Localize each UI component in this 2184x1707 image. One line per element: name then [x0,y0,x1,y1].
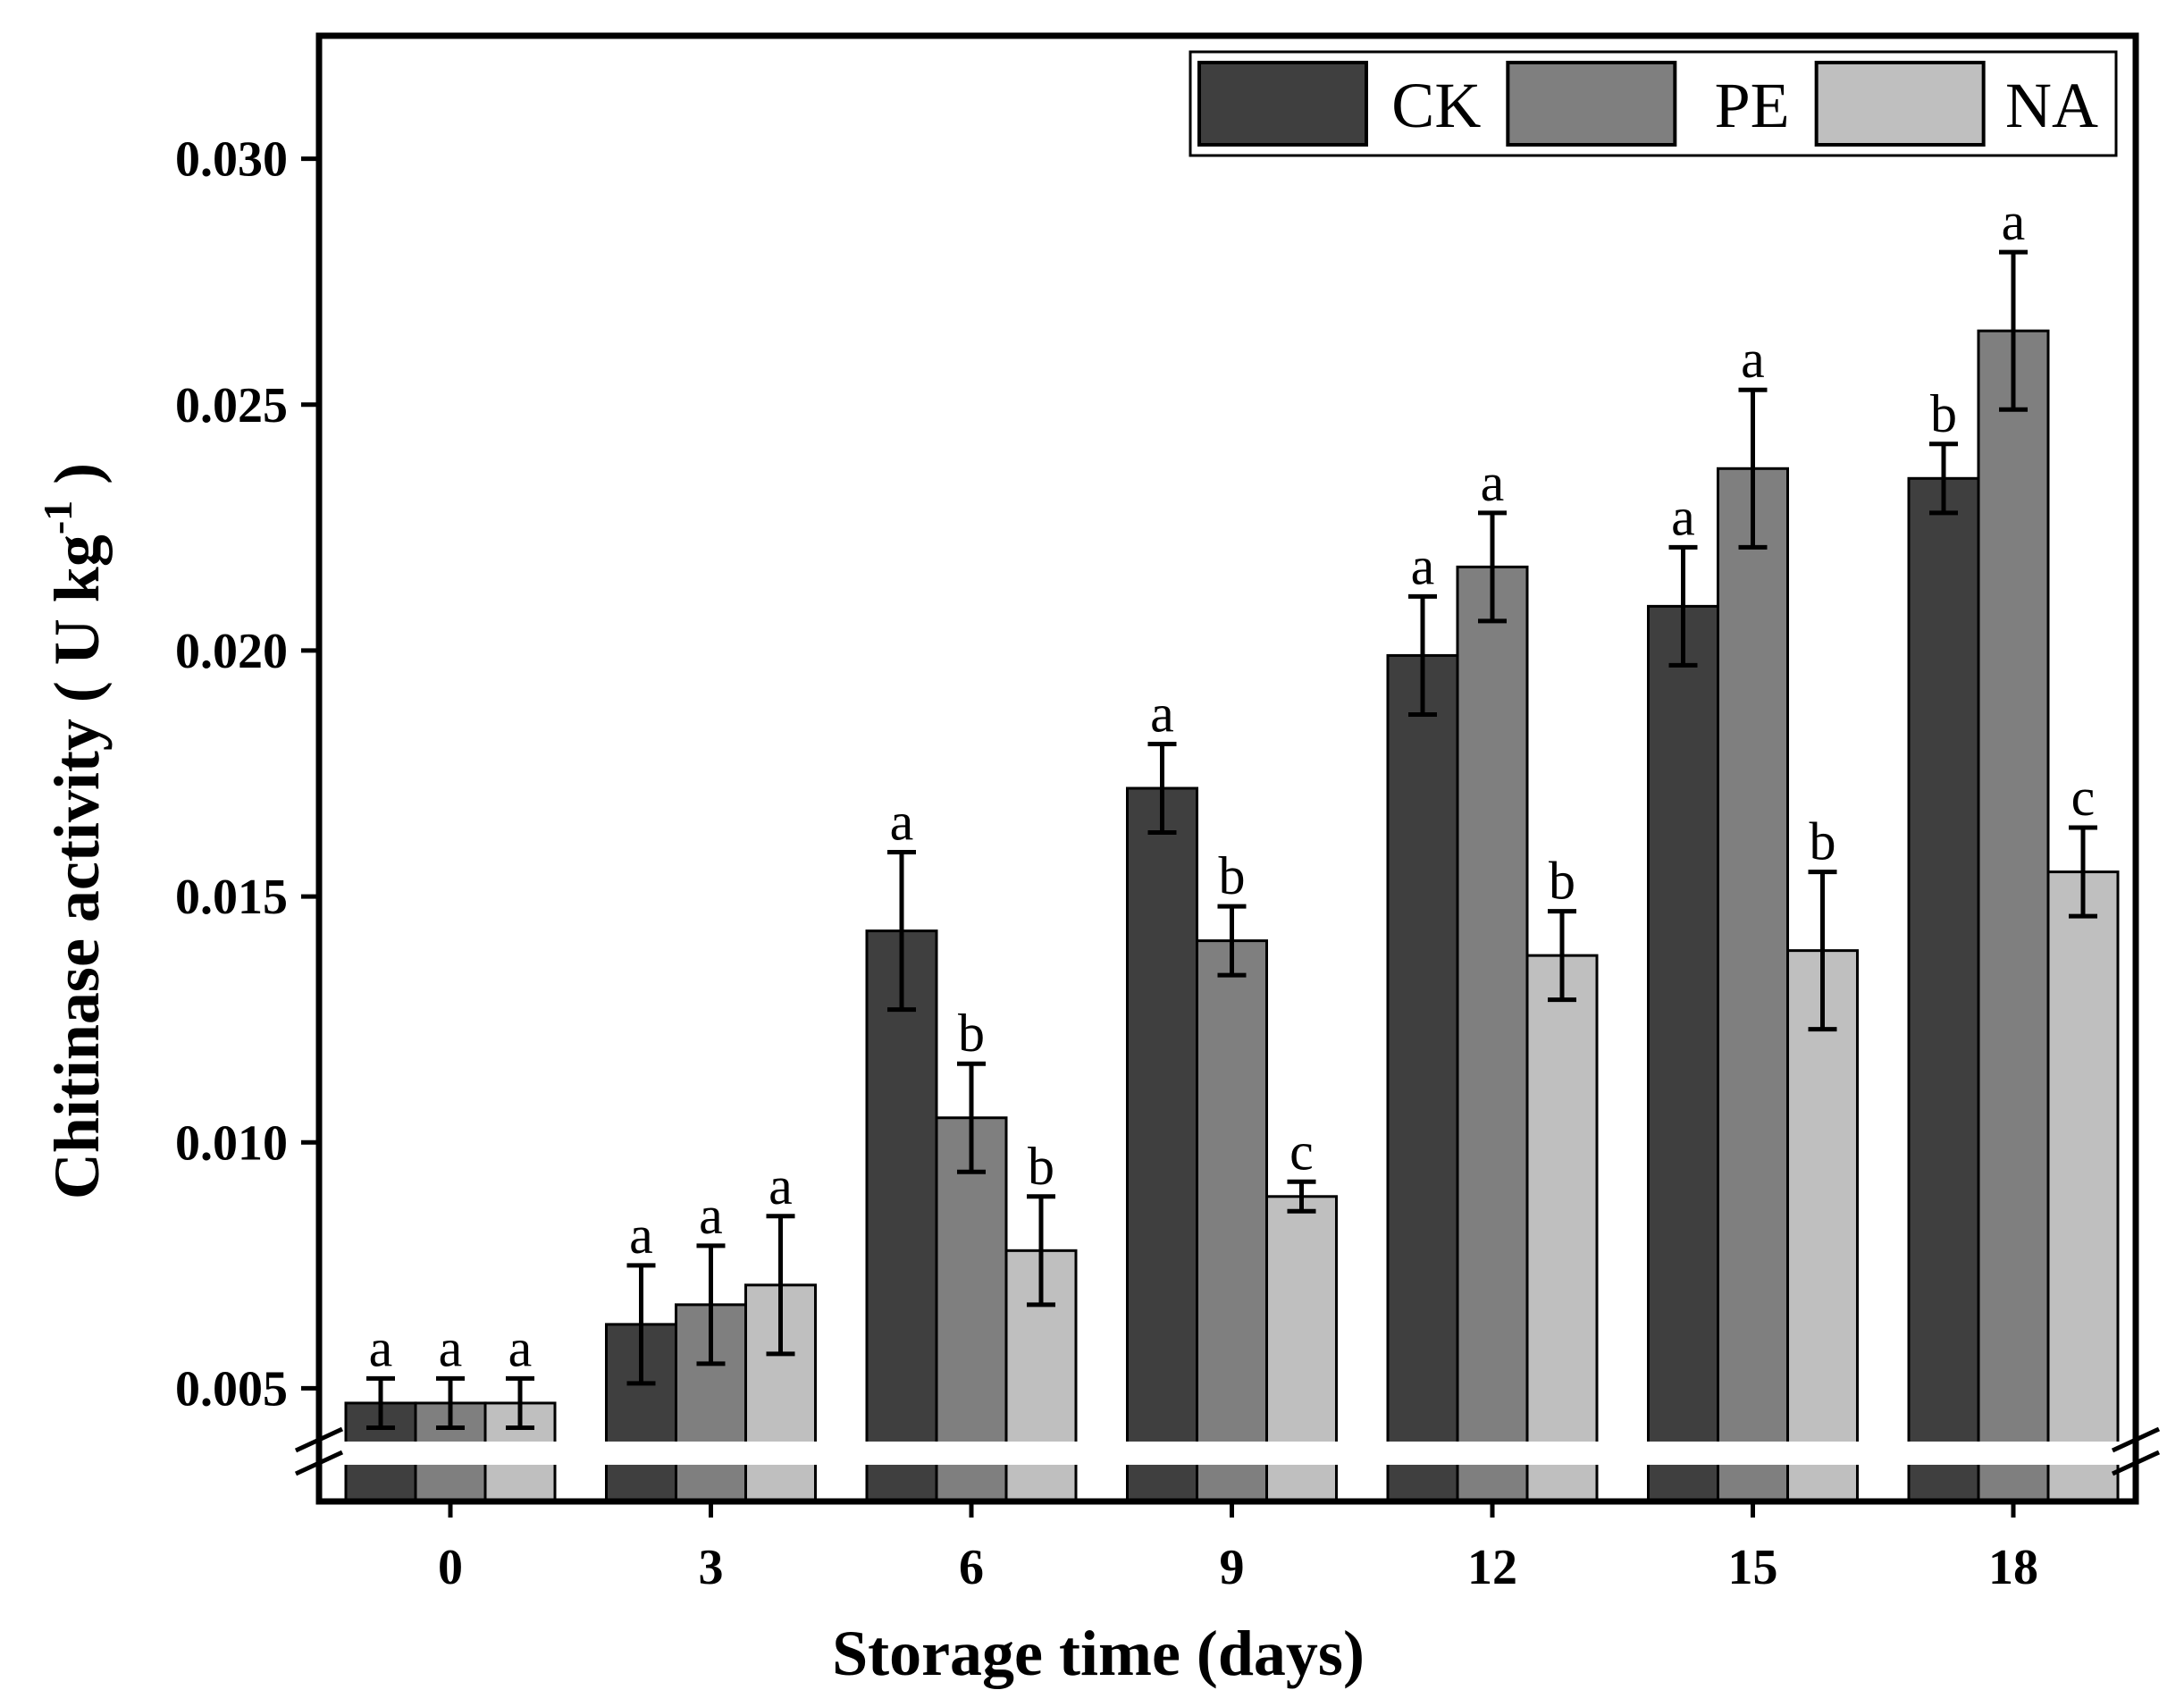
legend-item-pe: PE [1506,61,1790,147]
bar-pe-day-15 [1717,467,1789,1503]
error-bar-na-day-0 [506,1375,534,1430]
error-bar-pe-day-18 [1999,249,2028,412]
bar-na-day-15 [1786,949,1859,1503]
legend-swatch-ck [1197,61,1368,147]
bar-ck-day-6 [865,929,938,1503]
y-axis-title-close: ) [41,463,113,500]
axis-break-band [310,1441,2145,1465]
error-bar-ck-day-3 [626,1263,656,1386]
legend-swatch-na [1814,61,1986,147]
sig-letter-ck-day-18: b [1930,384,1957,443]
error-bar-pe-day-9 [1217,904,1247,978]
error-bar-ck-day-12 [1408,593,1437,717]
bar-ck-day-9 [1126,786,1198,1503]
bar-pe-day-18 [1977,329,2050,1503]
x-tick-label-12: 12 [1467,1540,1517,1595]
sig-letter-na-day-9: c [1289,1122,1314,1181]
sig-letter-pe-day-12: a [1481,453,1505,512]
error-bar-ck-day-15 [1668,544,1698,668]
sig-letter-ck-day-15: a [1671,487,1695,546]
legend-item-ck: CK [1197,61,1481,147]
sig-letter-na-day-0: a [508,1318,533,1377]
sig-letter-ck-day-6: a [890,793,914,852]
error-bar-na-day-18 [2069,825,2097,919]
bar-pe-day-6 [935,1116,1008,1503]
sig-letter-ck-day-9: a [1150,684,1174,743]
x-tick-label-6: 6 [959,1540,984,1595]
bar-ck-day-12 [1386,653,1459,1503]
sig-letter-pe-day-0: a [439,1318,463,1377]
bar-pe-day-9 [1196,939,1268,1503]
legend-label-pe: PE [1715,70,1790,141]
x-tick-label-3: 3 [699,1540,724,1595]
y-axis-title-main: Chitinase activity ( U kg [41,534,113,1199]
y-axis-title: Chitinase activity ( U kg-1 ) [35,463,113,1199]
sig-letter-na-day-3: a [769,1156,793,1215]
error-bar-ck-day-9 [1147,741,1177,836]
y-tick-label-0.025: 0.025 [175,378,288,433]
legend-label-na: NA [2005,70,2098,141]
x-tick-label-15: 15 [1728,1540,1778,1595]
sig-letter-na-day-12: b [1549,852,1575,911]
sig-letter-na-day-6: b [1028,1137,1054,1196]
y-axis-title-superscript: -1 [35,500,80,534]
x-tick-label-9: 9 [1220,1540,1245,1595]
y-tick-label-0.005: 0.005 [175,1361,288,1417]
y-tick-label-0.020: 0.020 [175,624,288,679]
error-bar-pe-day-6 [957,1061,986,1174]
bar-pe-day-12 [1456,565,1529,1503]
sig-letter-pe-day-9: b [1219,846,1246,905]
error-bar-na-day-12 [1548,909,1576,1003]
bar-na-day-12 [1525,954,1599,1503]
bar-ck-day-18 [1907,476,1980,1503]
bar-ck-day-15 [1647,604,1719,1503]
sig-letter-ck-day-12: a [1411,536,1435,595]
error-bar-na-day-6 [1027,1194,1055,1308]
error-bars-layer [366,249,2097,1430]
error-bar-na-day-9 [1287,1179,1316,1214]
error-bar-ck-day-6 [887,850,916,1013]
error-bar-pe-day-0 [436,1375,465,1430]
error-bar-pe-day-12 [1478,510,1507,624]
legend: CK PE NA [1189,50,2118,157]
sig-letter-ck-day-3: a [629,1206,653,1265]
error-bar-na-day-3 [766,1214,795,1357]
legend-swatch-pe [1506,61,1677,147]
error-bar-na-day-15 [1808,870,1837,1032]
y-tick-label-0.010: 0.010 [175,1115,288,1171]
error-bar-ck-day-0 [366,1375,395,1430]
bar-na-day-18 [2046,870,2120,1503]
y-axis: 0.005 0.010 0.015 0.020 0.025 0.030 [175,132,319,1417]
error-bar-ck-day-18 [1929,441,1958,516]
y-tick-label-0.015: 0.015 [175,870,288,925]
sig-letter-pe-day-18: a [2002,192,2026,251]
legend-item-na: NA [1814,61,2098,147]
x-axis-title: Storage time (days) [832,1618,1365,1689]
sig-letter-pe-day-15: a [1741,330,1765,389]
error-bar-pe-day-3 [696,1243,726,1366]
sig-letter-na-day-18: c [2071,768,2096,827]
x-axis: 0 3 6 9 12 15 18 [438,1501,2038,1595]
legend-label-ck: CK [1391,70,1481,141]
error-bar-pe-day-15 [1738,387,1768,550]
sig-letter-ck-day-0: a [369,1318,393,1377]
sig-letter-pe-day-6: b [958,1004,985,1063]
sig-letter-na-day-15: b [1810,812,1836,871]
plot-frame [315,32,2139,1505]
x-tick-label-18: 18 [1988,1540,2038,1595]
y-tick-label-0.030: 0.030 [175,132,288,188]
x-tick-label-0: 0 [438,1540,463,1595]
sig-letter-pe-day-3: a [699,1186,723,1245]
